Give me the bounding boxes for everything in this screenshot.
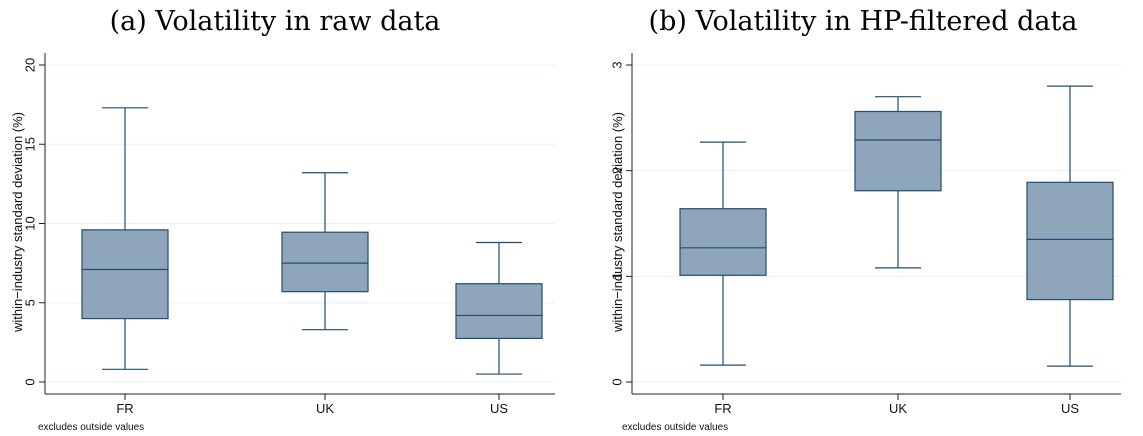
y-tick-label: 1 <box>609 273 624 280</box>
x-tick-label: UK <box>889 401 907 416</box>
y-tick-label: 2 <box>609 167 624 174</box>
box-us <box>456 243 542 375</box>
x-tick-label: UK <box>316 401 334 416</box>
panel-raw-data: (a) Volatility in raw data within−indust… <box>10 6 555 433</box>
box-uk <box>855 97 941 268</box>
y-tick-label: 10 <box>22 216 37 230</box>
iqr-box <box>855 111 941 190</box>
iqr-box <box>456 284 542 339</box>
iqr-box <box>282 232 368 291</box>
iqr-box <box>82 230 168 319</box>
x-tick-label: US <box>490 401 508 416</box>
box-fr <box>680 142 766 365</box>
x-tick-label: FR <box>116 401 133 416</box>
box-uk <box>282 173 368 330</box>
x-tick-label: US <box>1061 401 1079 416</box>
iqr-box <box>1027 182 1113 299</box>
x-tick-label: FR <box>714 401 731 416</box>
panel-hp-filtered-data: (b) Volatility in HP-filtered data withi… <box>609 6 1121 433</box>
y-tick-label: 20 <box>22 58 37 72</box>
iqr-box <box>680 209 766 276</box>
box-us <box>1027 86 1113 366</box>
y-tick-label: 3 <box>609 61 624 68</box>
footnote: excludes outside values <box>622 422 728 433</box>
y-tick-label: 0 <box>609 378 624 385</box>
y-tick-label: 0 <box>22 378 37 385</box>
panel-title: (a) Volatility in raw data <box>110 6 441 37</box>
y-axis-label: within−industry standard deviation (%) <box>610 112 625 333</box>
box-fr <box>82 108 168 370</box>
panel-title: (b) Volatility in HP-filtered data <box>649 6 1078 37</box>
footnote: excludes outside values <box>38 422 144 433</box>
y-tick-label: 5 <box>22 299 37 306</box>
y-tick-label: 15 <box>22 137 37 151</box>
